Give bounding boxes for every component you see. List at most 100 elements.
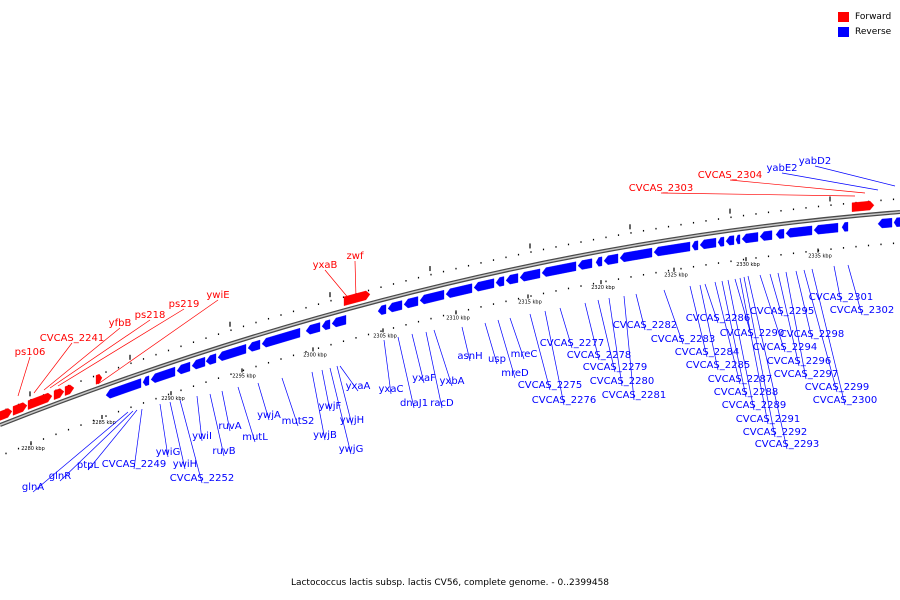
gene-yabd2[interactable]: yabD2	[799, 156, 896, 187]
upper-tick-dot	[780, 209, 782, 212]
gene-ywjh[interactable]: ywjH	[336, 365, 364, 426]
gene-yxaf[interactable]: yxaF	[411, 333, 436, 384]
upper-tick-dot	[442, 270, 445, 273]
gene-label-yxaf: yxaF	[412, 373, 436, 384]
gene-yxba[interactable]: yxbA	[433, 329, 465, 387]
gene-ruvb[interactable]: ruvB	[209, 393, 236, 457]
gene-cvcas-2241[interactable]: CVCAS_2241	[33, 333, 104, 394]
gene-ywih[interactable]: ywiH	[169, 401, 197, 470]
gene-mutl[interactable]: mutL	[237, 386, 268, 443]
reverse-gene-arrow	[725, 235, 735, 246]
gene-ywjg[interactable]: ywjG	[329, 367, 363, 455]
gene-asnh[interactable]: asnH	[457, 326, 483, 362]
leader-line	[221, 390, 231, 432]
gene-yxab[interactable]: yxaB	[313, 260, 351, 301]
gene-cvcas-2293[interactable]: CVCAS_2293	[747, 275, 819, 450]
gene-cvcas-2249[interactable]: CVCAS_2249	[102, 408, 166, 470]
lower-tick-dot	[167, 393, 170, 396]
axis-highlight	[0, 211, 900, 426]
gene-cvcas-2294[interactable]: CVCAS_2294	[753, 274, 817, 353]
gene-cvcas-2296[interactable]: CVCAS_2296	[767, 272, 831, 367]
gene-cvcas-2299[interactable]: CVCAS_2299	[803, 269, 869, 393]
gene-cvcas-2286[interactable]: CVCAS_2286	[686, 283, 750, 324]
gene-label-cvcas-2276: CVCAS_2276	[532, 395, 596, 406]
lower-tick-dot	[217, 377, 220, 379]
gene-dnaj1[interactable]: dnaJ1	[397, 336, 428, 409]
gene-cvcas-2276[interactable]: CVCAS_2276	[532, 310, 596, 406]
gene-muts2[interactable]: mutS2	[282, 377, 315, 427]
leader-line	[795, 270, 813, 340]
gene-yabe2[interactable]: yabE2	[766, 163, 879, 191]
gene-cvcas-2281[interactable]: CVCAS_2281	[602, 295, 666, 401]
gene-cvcas-2301[interactable]: CVCAS_2301	[809, 265, 873, 303]
gene-cvcas-2291[interactable]: CVCAS_2291	[736, 277, 800, 425]
lower-tick-dot	[592, 282, 595, 285]
gene-usp[interactable]: usp	[484, 322, 506, 365]
gene-ywig[interactable]: ywiG	[156, 403, 181, 458]
gene-ps106[interactable]: ps106	[15, 347, 46, 397]
gene-cvcas-2277[interactable]: CVCAS_2277	[540, 307, 604, 349]
gene-ywii[interactable]: ywiI	[192, 395, 212, 442]
gene-glna[interactable]: glnA	[22, 411, 129, 493]
leader-line	[425, 331, 443, 409]
gene-cvcas-2284[interactable]: CVCAS_2284	[675, 285, 739, 358]
gene-cvcas-2303[interactable]: CVCAS_2303	[629, 183, 856, 197]
gene-cvcas-2292[interactable]: CVCAS_2292	[743, 276, 807, 438]
reverse-gene-arrow	[595, 256, 603, 267]
upper-tick-dot	[680, 223, 682, 226]
gene-cvcas-2297[interactable]: CVCAS_2297	[774, 271, 838, 380]
gene-glnr[interactable]: glnR	[49, 410, 134, 482]
gene-zwf[interactable]: zwf	[347, 251, 364, 299]
gene-cvcas-2304[interactable]: CVCAS_2304	[698, 170, 866, 194]
gene-cvcas-2295[interactable]: CVCAS_2295	[750, 273, 814, 317]
lower-tick-dot	[780, 253, 782, 256]
lower-tick-dot	[5, 452, 7, 455]
gene-mred[interactable]: mreD	[497, 319, 529, 379]
genome-axis	[0, 210, 900, 427]
gene-cvcas-2282[interactable]: CVCAS_2282	[613, 293, 677, 331]
reverse-gene-arrow	[217, 344, 247, 361]
gene-cvcas-2278[interactable]: CVCAS_2278	[567, 302, 631, 361]
upper-tick-dot	[405, 280, 407, 282]
gene-cvcas-2280[interactable]: CVCAS_2280	[590, 297, 654, 387]
gene-ywjb[interactable]: ywjB	[311, 371, 337, 441]
gene-label-cvcas-2283: CVCAS_2283	[651, 334, 715, 345]
gene-ps218[interactable]: ps218	[49, 310, 165, 389]
forward-gene-arrow	[851, 200, 875, 212]
gene-cvcas-2285[interactable]: CVCAS_2285	[686, 284, 750, 371]
reverse-swatch	[838, 26, 849, 37]
upper-tick-dot	[567, 243, 570, 246]
gene-ywie[interactable]: ywiE	[97, 290, 230, 385]
gene-cvcas-2289[interactable]: CVCAS_2289	[722, 279, 786, 411]
upper-tick-dot	[280, 314, 282, 316]
leader-line	[339, 365, 359, 392]
gene-yfbb[interactable]: yfbB	[43, 318, 131, 391]
gene-cvcas-2290[interactable]: CVCAS_2290	[720, 278, 784, 339]
upper-tick-dot	[430, 273, 432, 276]
leader-line	[133, 408, 143, 470]
gene-ruva[interactable]: ruvA	[218, 390, 242, 432]
gene-ps219[interactable]: ps219	[57, 299, 199, 387]
upper-tick-dot	[292, 310, 295, 313]
gene-yxaa[interactable]: yxaA	[339, 365, 371, 392]
lower-tick-dot	[867, 244, 870, 247]
gene-mrec[interactable]: mreC	[509, 317, 537, 360]
gene-cvcas-2300[interactable]: CVCAS_2300	[811, 268, 877, 406]
gene-label-cvcas-2287: CVCAS_2287	[708, 374, 772, 385]
leader-line	[714, 281, 741, 385]
gene-ywjf[interactable]: ywjF	[319, 369, 342, 412]
tick-label-2320-kbp: 2320 kbp	[591, 285, 615, 291]
gene-cvcas-2275[interactable]: CVCAS_2275	[518, 313, 582, 391]
gene-racd[interactable]: racD	[425, 331, 454, 409]
gene-ywja[interactable]: ywjA	[257, 382, 281, 421]
gene-cvcas-2288[interactable]: CVCAS_2288	[714, 280, 778, 398]
gene-ptpl[interactable]: ptpL	[77, 409, 138, 471]
gene-cvcas-2287[interactable]: CVCAS_2287	[708, 281, 772, 385]
gene-cvcas-2252[interactable]: CVCAS_2252	[170, 399, 234, 484]
gene-cvcas-2283[interactable]: CVCAS_2283	[651, 289, 715, 345]
lower-tick-dot	[92, 419, 95, 422]
gene-cvcas-2298[interactable]: CVCAS_2298	[780, 270, 844, 340]
gene-cvcas-2302[interactable]: CVCAS_2302	[830, 264, 894, 316]
gene-cvcas-2279[interactable]: CVCAS_2279	[583, 299, 647, 373]
gene-yxac[interactable]: yxaC	[379, 339, 404, 395]
